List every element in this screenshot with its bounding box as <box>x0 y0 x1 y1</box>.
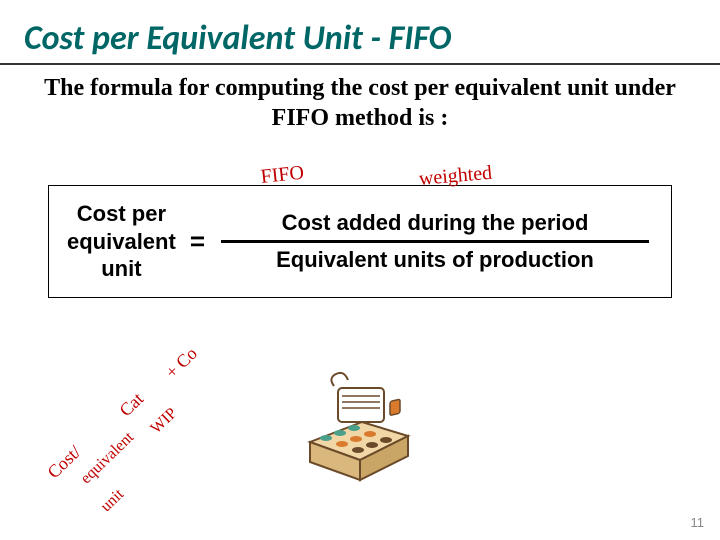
calculator-icon <box>300 370 420 490</box>
handwriting-annot: WIP <box>147 405 181 438</box>
lhs-line-1: Cost per <box>67 200 176 228</box>
formula-lhs: Cost per equivalent unit <box>67 200 186 283</box>
handwriting-annot: unit <box>97 486 127 516</box>
page-number: 11 <box>691 515 705 530</box>
handwriting-annot: + Co <box>161 343 201 383</box>
formula-equals: = <box>186 226 217 257</box>
handwriting-annot: Cost/ <box>43 441 85 483</box>
slide-subtitle: The formula for computing the cost per e… <box>0 71 720 143</box>
handwriting-annot: equivalent <box>77 429 137 488</box>
slide-title: Cost per Equivalent Unit - FIFO <box>0 0 720 63</box>
formula-fraction: Cost added during the period Equivalent … <box>217 208 653 275</box>
formula-box: Cost per equivalent unit = Cost added du… <box>48 185 672 298</box>
lhs-line-3: unit <box>67 255 176 283</box>
formula-denominator: Equivalent units of production <box>217 245 653 275</box>
handwriting-annot: Cat <box>115 389 148 421</box>
formula-numerator: Cost added during the period <box>217 208 653 238</box>
title-underline <box>0 63 720 65</box>
lhs-line-2: equivalent <box>67 228 176 256</box>
fraction-line <box>221 240 649 243</box>
